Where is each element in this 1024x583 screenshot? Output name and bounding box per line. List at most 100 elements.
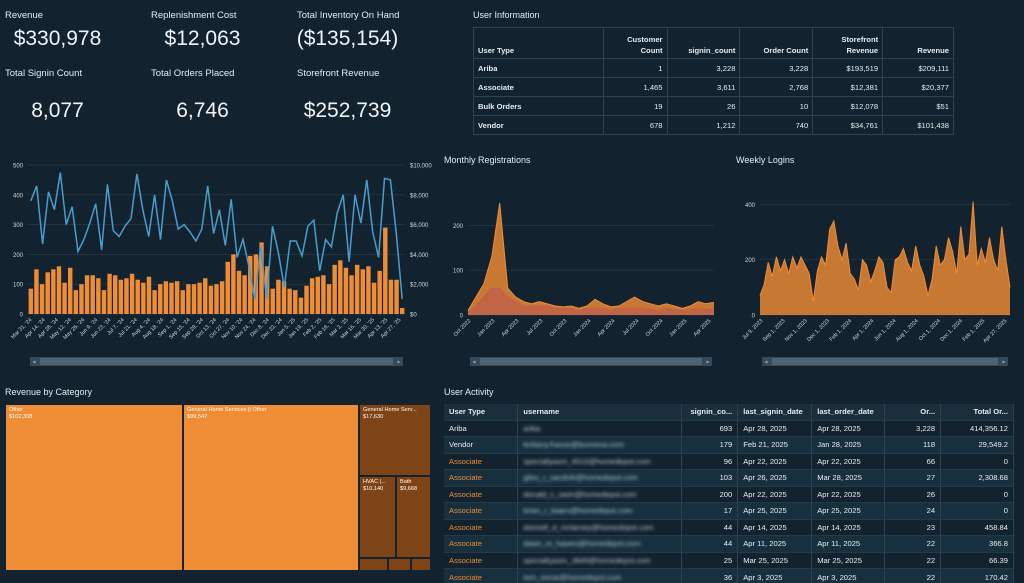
table-row[interactable]: Associate brian_r_baars@homedepot.com 17 Ap… xyxy=(444,502,1014,519)
bar xyxy=(197,282,202,314)
col-signin-count[interactable]: signin_co... xyxy=(681,404,739,420)
cell-type: Associate xyxy=(444,518,519,536)
table-row[interactable]: Associate giles_r_sandvik@homedepot.com 10… xyxy=(444,469,1014,486)
bar xyxy=(146,276,152,314)
cell-type: Associate xyxy=(444,502,519,519)
treemap-cell-small[interactable] xyxy=(359,558,388,571)
cell-last_signin: Apr 3, 2025 xyxy=(737,568,813,583)
username-text: specialtyasm_3849@homedepot.com xyxy=(523,555,651,565)
bar xyxy=(191,284,197,314)
cell-last_order: Apr 11, 2025 xyxy=(811,535,886,552)
col-customer-count[interactable]: Customer Count xyxy=(602,27,668,59)
user-information-row[interactable]: Associate 1,465 3,611 2,768 $12,381 $20,377 xyxy=(473,77,954,97)
user-information-row[interactable]: Ariba 1 3,228 3,228 $193,519 $209,111 xyxy=(473,58,954,78)
cell-orders: 23 xyxy=(884,518,942,536)
bar xyxy=(332,264,337,314)
bar xyxy=(304,285,309,314)
cell-last_signin: Apr 22, 2025 xyxy=(737,485,813,503)
cell-signin: 179 xyxy=(681,436,739,453)
cell-last_signin: Apr 26, 2025 xyxy=(737,469,813,486)
username-text: tom_reese@homedepot.com xyxy=(523,572,622,582)
scroll-thumb xyxy=(480,358,702,365)
col-username[interactable]: username xyxy=(517,404,683,420)
bar xyxy=(45,272,50,314)
bar xyxy=(174,281,180,314)
col-order-count[interactable]: Or... xyxy=(884,404,942,420)
cell-type: Associate xyxy=(444,485,519,503)
col-last-order-date[interactable]: last_order_date xyxy=(811,404,886,420)
x-axis-tick: Jan 2024 xyxy=(572,318,592,338)
kpi-revenue-label: Revenue xyxy=(5,10,44,21)
user-information-row[interactable]: Vendor 678 1,212 740 $34,761 $101,438 xyxy=(473,115,954,135)
cell-last_signin: Apr 28, 2025 xyxy=(737,419,813,437)
treemap-cell-general-home-serv[interactable]: General Home Serv... $17,630 xyxy=(359,404,431,476)
username-text: brian_r_baars@homedepot.com xyxy=(523,506,633,516)
cell-revenue: $209,111 xyxy=(882,58,954,78)
treemap-cell-general-home-other[interactable]: General Home Services || Other $99,547 xyxy=(183,404,359,571)
x-axis-tick: Apr 1, 2024 xyxy=(851,318,875,342)
right-axis-tick: $10,000 xyxy=(410,164,432,170)
col-user-type[interactable]: User Type xyxy=(444,404,519,420)
bar xyxy=(394,279,399,314)
cell-type: Associate xyxy=(444,551,519,569)
table-row[interactable]: Associate dawn_m_hawes@homedepot.com 44 Apr… xyxy=(444,535,1014,552)
username-text: dawn_m_hawes@homedepot.com xyxy=(523,539,641,549)
y-axis-tick: 0 xyxy=(752,314,756,320)
cell-type: Ariba xyxy=(444,419,519,437)
bar xyxy=(203,278,208,314)
col-storefront-revenue[interactable]: Storefront Revenue xyxy=(812,27,884,59)
cell-signin: 103 xyxy=(681,469,739,486)
cell-total: 66.39 xyxy=(940,551,1014,569)
bar xyxy=(124,278,129,314)
cell-type: Vendor xyxy=(444,436,519,453)
col-last-signin-date[interactable]: last_signin_date xyxy=(737,404,813,420)
kpi-inventory-label: Total Inventory On Hand xyxy=(297,10,400,21)
treemap-cell-small[interactable] xyxy=(411,558,431,571)
table-row[interactable]: Associate donnell_d_mclarney@homedepot.co… xyxy=(444,518,1014,536)
bar xyxy=(326,284,332,314)
cell-last_order: Mar 28, 2025 xyxy=(811,469,886,486)
kpi-signin-label: Total Signin Count xyxy=(5,68,83,79)
user-activity-table: User Type username signin_co... last_sig… xyxy=(444,404,1014,583)
col-user-type[interactable]: User Type xyxy=(473,27,604,59)
cell-orders: 24 xyxy=(884,502,942,519)
bar xyxy=(270,288,275,314)
cell-revenue: $51 xyxy=(882,96,954,116)
bar xyxy=(343,267,349,314)
col-revenue[interactable]: Revenue xyxy=(882,27,954,59)
cell-signin: 96 xyxy=(681,452,739,470)
col-signin-count[interactable]: signin_count xyxy=(666,27,741,59)
bar xyxy=(388,279,394,314)
cell-signin: 44 xyxy=(681,535,739,552)
table-row[interactable]: Ariba ariba 693 Apr 28, 2025 Apr 28, 2025 3,2… xyxy=(444,419,1014,437)
table-row[interactable]: Associate donald_c_stein@homedepot.com 200… xyxy=(444,485,1014,503)
table-row[interactable]: Associate specialtyasm_4510@homedepot.com… xyxy=(444,452,1014,470)
treemap-cell-bath[interactable]: Bath $9,668 xyxy=(396,476,431,558)
treemap-cell-other[interactable]: Other $102,308 xyxy=(5,404,183,571)
right-axis-tick: $0 xyxy=(410,313,417,319)
x-axis-tick: Apr 2023 xyxy=(501,318,521,338)
col-total-order[interactable]: Total Or... xyxy=(940,404,1014,420)
table-row[interactable]: Vendor brittany.frasse@bunnexa.com 179 Feb … xyxy=(444,436,1014,453)
bar xyxy=(101,290,107,314)
bar xyxy=(141,282,146,314)
table-row[interactable]: Associate tom_reese@homedepot.com 36 Apr 3,… xyxy=(444,568,1014,583)
cell-orders: 22 xyxy=(884,535,942,552)
x-axis-tick: Oct 2022 xyxy=(453,318,473,338)
bar xyxy=(281,281,287,314)
treemap-cell-hvac[interactable]: HVAC |... $10,140 xyxy=(359,476,396,558)
col-order-count[interactable]: Order Count xyxy=(739,27,814,59)
cell-last_signin: Mar 25, 2025 xyxy=(737,551,813,569)
left-axis-tick: 500 xyxy=(13,164,24,170)
x-axis-tick: Jan 2025 xyxy=(668,318,688,338)
user-information-row[interactable]: Bulk Orders 19 26 10 $12,078 $51 xyxy=(473,96,954,116)
cell-signin: 17 xyxy=(681,502,739,519)
cell-last_order: Apr 22, 2025 xyxy=(811,485,886,503)
treemap-cell-small[interactable] xyxy=(388,558,411,571)
cell-signin: 1,212 xyxy=(666,115,741,135)
cell-revenue: $20,377 xyxy=(882,77,954,97)
cell-last_order: Apr 28, 2025 xyxy=(811,419,886,437)
right-axis-tick: $6,000 xyxy=(410,223,429,229)
cell-customers: 1 xyxy=(602,58,668,78)
table-row[interactable]: Associate specialtyasm_3849@homedepot.com… xyxy=(444,551,1014,569)
